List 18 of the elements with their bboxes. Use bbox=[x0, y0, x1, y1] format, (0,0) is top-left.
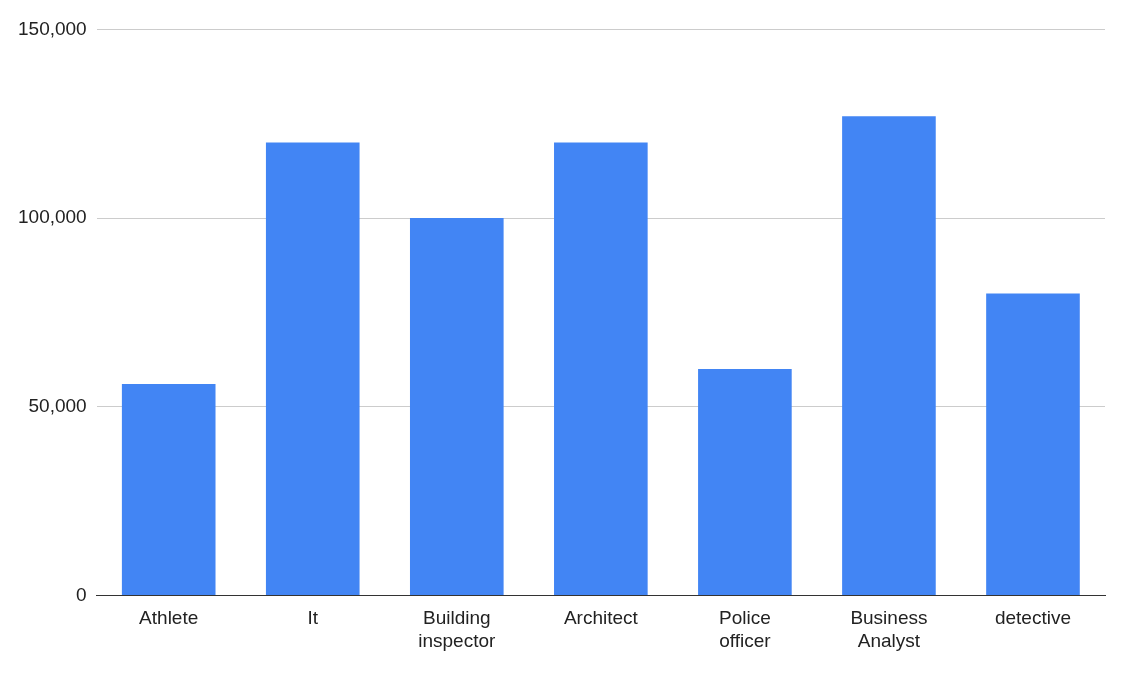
bar bbox=[554, 142, 648, 595]
x-tick-label: Athlete bbox=[139, 607, 199, 629]
x-tick-label: Architect bbox=[563, 607, 639, 629]
x-tick-label: Building inspector bbox=[418, 607, 497, 651]
x-tick-label: It bbox=[307, 607, 319, 629]
bar bbox=[986, 293, 1080, 595]
bar bbox=[842, 116, 936, 595]
x-tick-label: Business Analyst bbox=[850, 607, 928, 651]
bar bbox=[265, 142, 360, 595]
y-tick-label: 50,000 bbox=[28, 394, 87, 416]
bar bbox=[121, 384, 216, 595]
y-tick-label: 100,000 bbox=[17, 206, 87, 228]
bar bbox=[409, 218, 504, 595]
x-tick-label: detective bbox=[994, 607, 1071, 629]
y-tick-label: 150,000 bbox=[17, 17, 87, 39]
y-tick-label: 0 bbox=[76, 583, 87, 605]
x-tick-label: Police officer bbox=[719, 607, 772, 651]
bar bbox=[698, 369, 792, 595]
